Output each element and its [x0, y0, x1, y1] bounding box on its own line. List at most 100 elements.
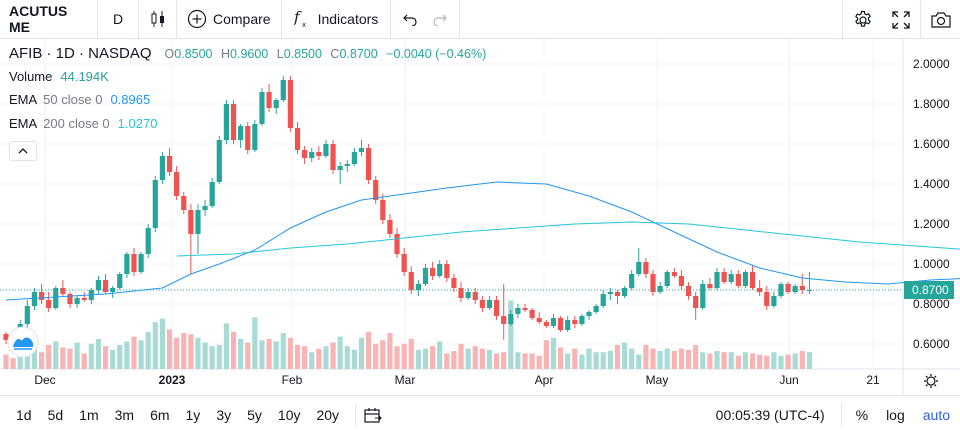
range-1d[interactable]: 1d: [16, 406, 32, 423]
candle[interactable]: [757, 280, 763, 296]
candle[interactable]: [252, 120, 258, 152]
candle[interactable]: [188, 204, 194, 274]
candle[interactable]: [472, 288, 478, 304]
candle[interactable]: [415, 280, 421, 296]
symbol-search[interactable]: ACUTUS ME: [0, 0, 98, 39]
candle[interactable]: [366, 144, 372, 184]
candle[interactable]: [572, 316, 578, 328]
candle[interactable]: [792, 284, 798, 294]
candle[interactable]: [316, 146, 322, 160]
candle[interactable]: [806, 272, 813, 294]
auto-scale-toggle[interactable]: auto: [922, 407, 950, 423]
candle[interactable]: [550, 314, 557, 328]
range-6m[interactable]: 6m: [150, 406, 170, 423]
candle[interactable]: [337, 162, 343, 184]
range-5y[interactable]: 5y: [247, 406, 262, 423]
goto-date-icon[interactable]: [364, 407, 382, 423]
candle[interactable]: [728, 270, 734, 284]
timezone-clock[interactable]: 00:05:39 (UTC-4): [715, 407, 825, 423]
range-3y[interactable]: 3y: [216, 406, 232, 423]
tradingview-logo[interactable]: [7, 326, 39, 358]
candle[interactable]: [95, 276, 102, 294]
fullscreen-button[interactable]: [882, 0, 920, 39]
candle[interactable]: [664, 270, 670, 288]
candle[interactable]: [508, 310, 514, 326]
candle[interactable]: [202, 200, 208, 216]
candle[interactable]: [536, 312, 542, 324]
candle[interactable]: [223, 100, 230, 144]
candle[interactable]: [678, 270, 685, 290]
chart-area[interactable]: 2.0000 1.8000 1.6000 1.4000 1.2000 1.0000 0.80…: [0, 39, 960, 395]
candle[interactable]: [657, 282, 663, 294]
candle[interactable]: [195, 204, 201, 254]
candle[interactable]: [749, 266, 756, 290]
candle[interactable]: [181, 192, 187, 214]
candle[interactable]: [650, 270, 656, 296]
price-chart[interactable]: 2.0000 1.8000 1.6000 1.4000 1.2000 1.0000 0.80…: [0, 39, 960, 395]
candle[interactable]: [31, 288, 38, 310]
candle[interactable]: [444, 260, 450, 282]
candle[interactable]: [529, 308, 535, 320]
candle[interactable]: [380, 194, 386, 224]
candle[interactable]: [621, 286, 628, 298]
undo-icon[interactable]: [403, 12, 417, 26]
candle[interactable]: [771, 292, 777, 308]
candle[interactable]: [323, 140, 329, 158]
candle[interactable]: [614, 290, 621, 304]
candle[interactable]: [287, 76, 293, 132]
candle[interactable]: [643, 258, 649, 278]
compare-button[interactable]: Compare: [177, 0, 282, 39]
candle[interactable]: [166, 148, 173, 176]
percent-scale-toggle[interactable]: %: [855, 407, 869, 423]
candle[interactable]: [394, 228, 400, 258]
candle[interactable]: [451, 274, 457, 292]
legend-main-series[interactable]: AFIB · 1D · NASDAQ O0.8500 H0.9600 L0.85…: [9, 45, 486, 69]
candle[interactable]: [110, 286, 116, 298]
candle[interactable]: [685, 282, 692, 300]
candle[interactable]: [209, 178, 215, 208]
candle[interactable]: [422, 264, 429, 286]
candle[interactable]: [302, 146, 308, 164]
candle[interactable]: [593, 304, 599, 314]
redo-icon[interactable]: [433, 12, 448, 26]
candle[interactable]: [280, 76, 286, 102]
candle[interactable]: [479, 296, 485, 312]
range-1y[interactable]: 1y: [185, 406, 201, 423]
range-5d[interactable]: 5d: [47, 406, 64, 423]
candle[interactable]: [273, 98, 279, 114]
legend-ema200[interactable]: EMA 200 close 0 1.0270: [9, 116, 486, 140]
candle[interactable]: [294, 122, 301, 154]
candle[interactable]: [565, 316, 571, 332]
range-20y[interactable]: 20y: [316, 406, 340, 423]
candle[interactable]: [586, 310, 592, 320]
candle[interactable]: [344, 160, 350, 172]
candle[interactable]: [600, 290, 606, 308]
candle[interactable]: [67, 292, 73, 308]
candle[interactable]: [145, 224, 151, 258]
candle[interactable]: [102, 274, 109, 294]
candle[interactable]: [721, 268, 727, 284]
candle[interactable]: [373, 176, 379, 204]
indicators-button[interactable]: f x Indicators: [282, 0, 392, 39]
candle[interactable]: [579, 314, 585, 326]
candle[interactable]: [557, 316, 564, 332]
candle[interactable]: [501, 284, 507, 340]
candle[interactable]: [74, 296, 80, 308]
candle[interactable]: [81, 292, 87, 302]
candle[interactable]: [714, 268, 720, 290]
candle[interactable]: [259, 88, 265, 126]
candle[interactable]: [131, 248, 137, 276]
candle[interactable]: [636, 248, 642, 276]
settings-button[interactable]: [842, 0, 882, 39]
candle[interactable]: [245, 122, 251, 154]
chart-type-button[interactable]: [139, 0, 177, 39]
candle[interactable]: [629, 270, 635, 290]
candle[interactable]: [309, 148, 315, 162]
candle[interactable]: [515, 304, 521, 318]
candle[interactable]: [216, 136, 222, 184]
candle[interactable]: [671, 268, 677, 278]
candle[interactable]: [238, 124, 244, 148]
candle[interactable]: [351, 148, 357, 166]
candle[interactable]: [230, 100, 237, 144]
candle[interactable]: [693, 292, 699, 320]
